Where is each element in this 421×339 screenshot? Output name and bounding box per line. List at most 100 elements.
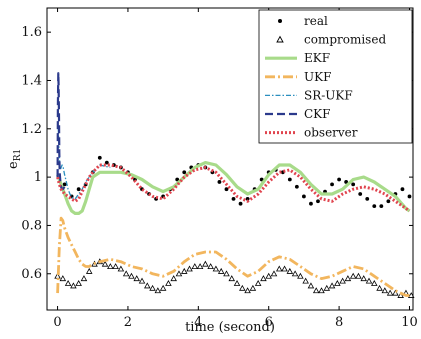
legend-label-observer: observer [304,126,358,140]
compromised-point [233,280,241,286]
compromised-point [339,277,346,284]
compromised-point [138,277,146,284]
y-tick-label: 0.6 [21,267,42,282]
compromised-point [175,270,183,277]
compromised-point [122,270,130,277]
legend-label-ekf: EKF [304,51,330,65]
compromised-point [392,289,399,296]
compromised-point [144,282,151,289]
compromised-point [207,263,214,269]
compromised-point [381,287,389,294]
x-tick-label: 10 [401,315,418,330]
compromised-point [112,263,119,269]
real-point [379,204,384,209]
x-tick-label: 8 [335,315,343,330]
compromised-point [170,275,177,282]
compromised-point [165,280,172,286]
compromised-point [254,280,262,286]
compromised-point [180,267,188,274]
real-point [217,180,222,184]
y-tick-label: 1.4 [21,73,42,88]
compromised-point [75,280,82,286]
compromised-point [228,275,236,282]
real-point [358,192,363,196]
real-point [351,182,356,187]
real-point [372,204,377,209]
compromised-point [244,287,251,294]
real-point [400,187,405,192]
compromised-point [328,282,336,289]
compromised-point [212,265,220,272]
compromised-point [291,270,299,277]
compromised-point [307,282,315,289]
real-point [62,182,67,187]
legend-label-compromised: compromised [304,33,386,47]
compromised-point [265,272,272,279]
compromised-point [344,275,352,282]
compromised-point [286,267,294,274]
compromised-point [196,263,204,269]
y-axis-label-subscript: R1 [13,149,23,162]
real-point [344,180,349,184]
legend-label-sr-ukf: SR-UKF [304,88,353,102]
compromised-point [270,270,278,277]
compromised-point [217,267,225,274]
compromised-point [191,263,199,269]
compromised-point [275,265,283,272]
compromised-point [376,284,383,291]
series-layer [54,72,415,298]
compromised-point [360,275,368,282]
legend-marker-compromised [276,35,284,43]
compromised-point [133,275,141,282]
compromised-point [202,260,209,267]
compromised-point [355,272,362,279]
compromised-point [371,280,378,286]
real-point [309,201,313,206]
series-line-sr-ukf [57,128,111,200]
compromised-point [101,260,109,267]
real-point [238,201,243,206]
real-point [231,196,236,201]
series-line-ukf [56,216,410,297]
compromised-point [80,275,88,282]
compromised-point [302,277,309,284]
compromised-point [365,277,373,284]
compromised-point [149,284,156,291]
axes: 0 2 4 6 8 10 0.6 0.8 1 1.2 1.4 1.6 time (second) eR1 [6,7,418,335]
compromised-point [297,272,304,279]
x-axis-label: time (second) [185,320,275,335]
compromised-point [318,287,325,294]
compromised-point [154,287,162,294]
compromised-point [85,267,93,274]
y-tick-label: 1.6 [21,25,42,40]
plot-frame [46,7,414,311]
x-tick-label: 4 [194,315,202,330]
real-point [294,184,299,189]
compromised-point [349,272,357,279]
legend-marker-real [278,19,282,23]
real-point [302,194,306,199]
real-point [97,155,102,160]
compromised-point [186,265,193,272]
y-tick-label: 0.8 [21,218,42,233]
compromised-point [334,280,341,286]
x-tick-label: 6 [265,315,273,330]
series-line-observer [56,163,411,213]
compromised-point [223,270,230,277]
compromised-point [312,287,320,294]
real-point [386,199,391,204]
real-point [287,177,292,182]
real-point [365,196,370,201]
real-point [182,170,187,175]
series-line-ekf [56,161,411,215]
compromised-point [64,280,72,286]
legend-label-real: real [304,14,328,28]
compromised-point [117,265,125,272]
legend-box [258,9,413,144]
real-point [245,196,250,201]
x-tick-label: 0 [53,315,61,330]
compromised-point [107,263,114,269]
compromised-point [281,265,288,272]
y-tick-label: 1 [34,170,42,185]
